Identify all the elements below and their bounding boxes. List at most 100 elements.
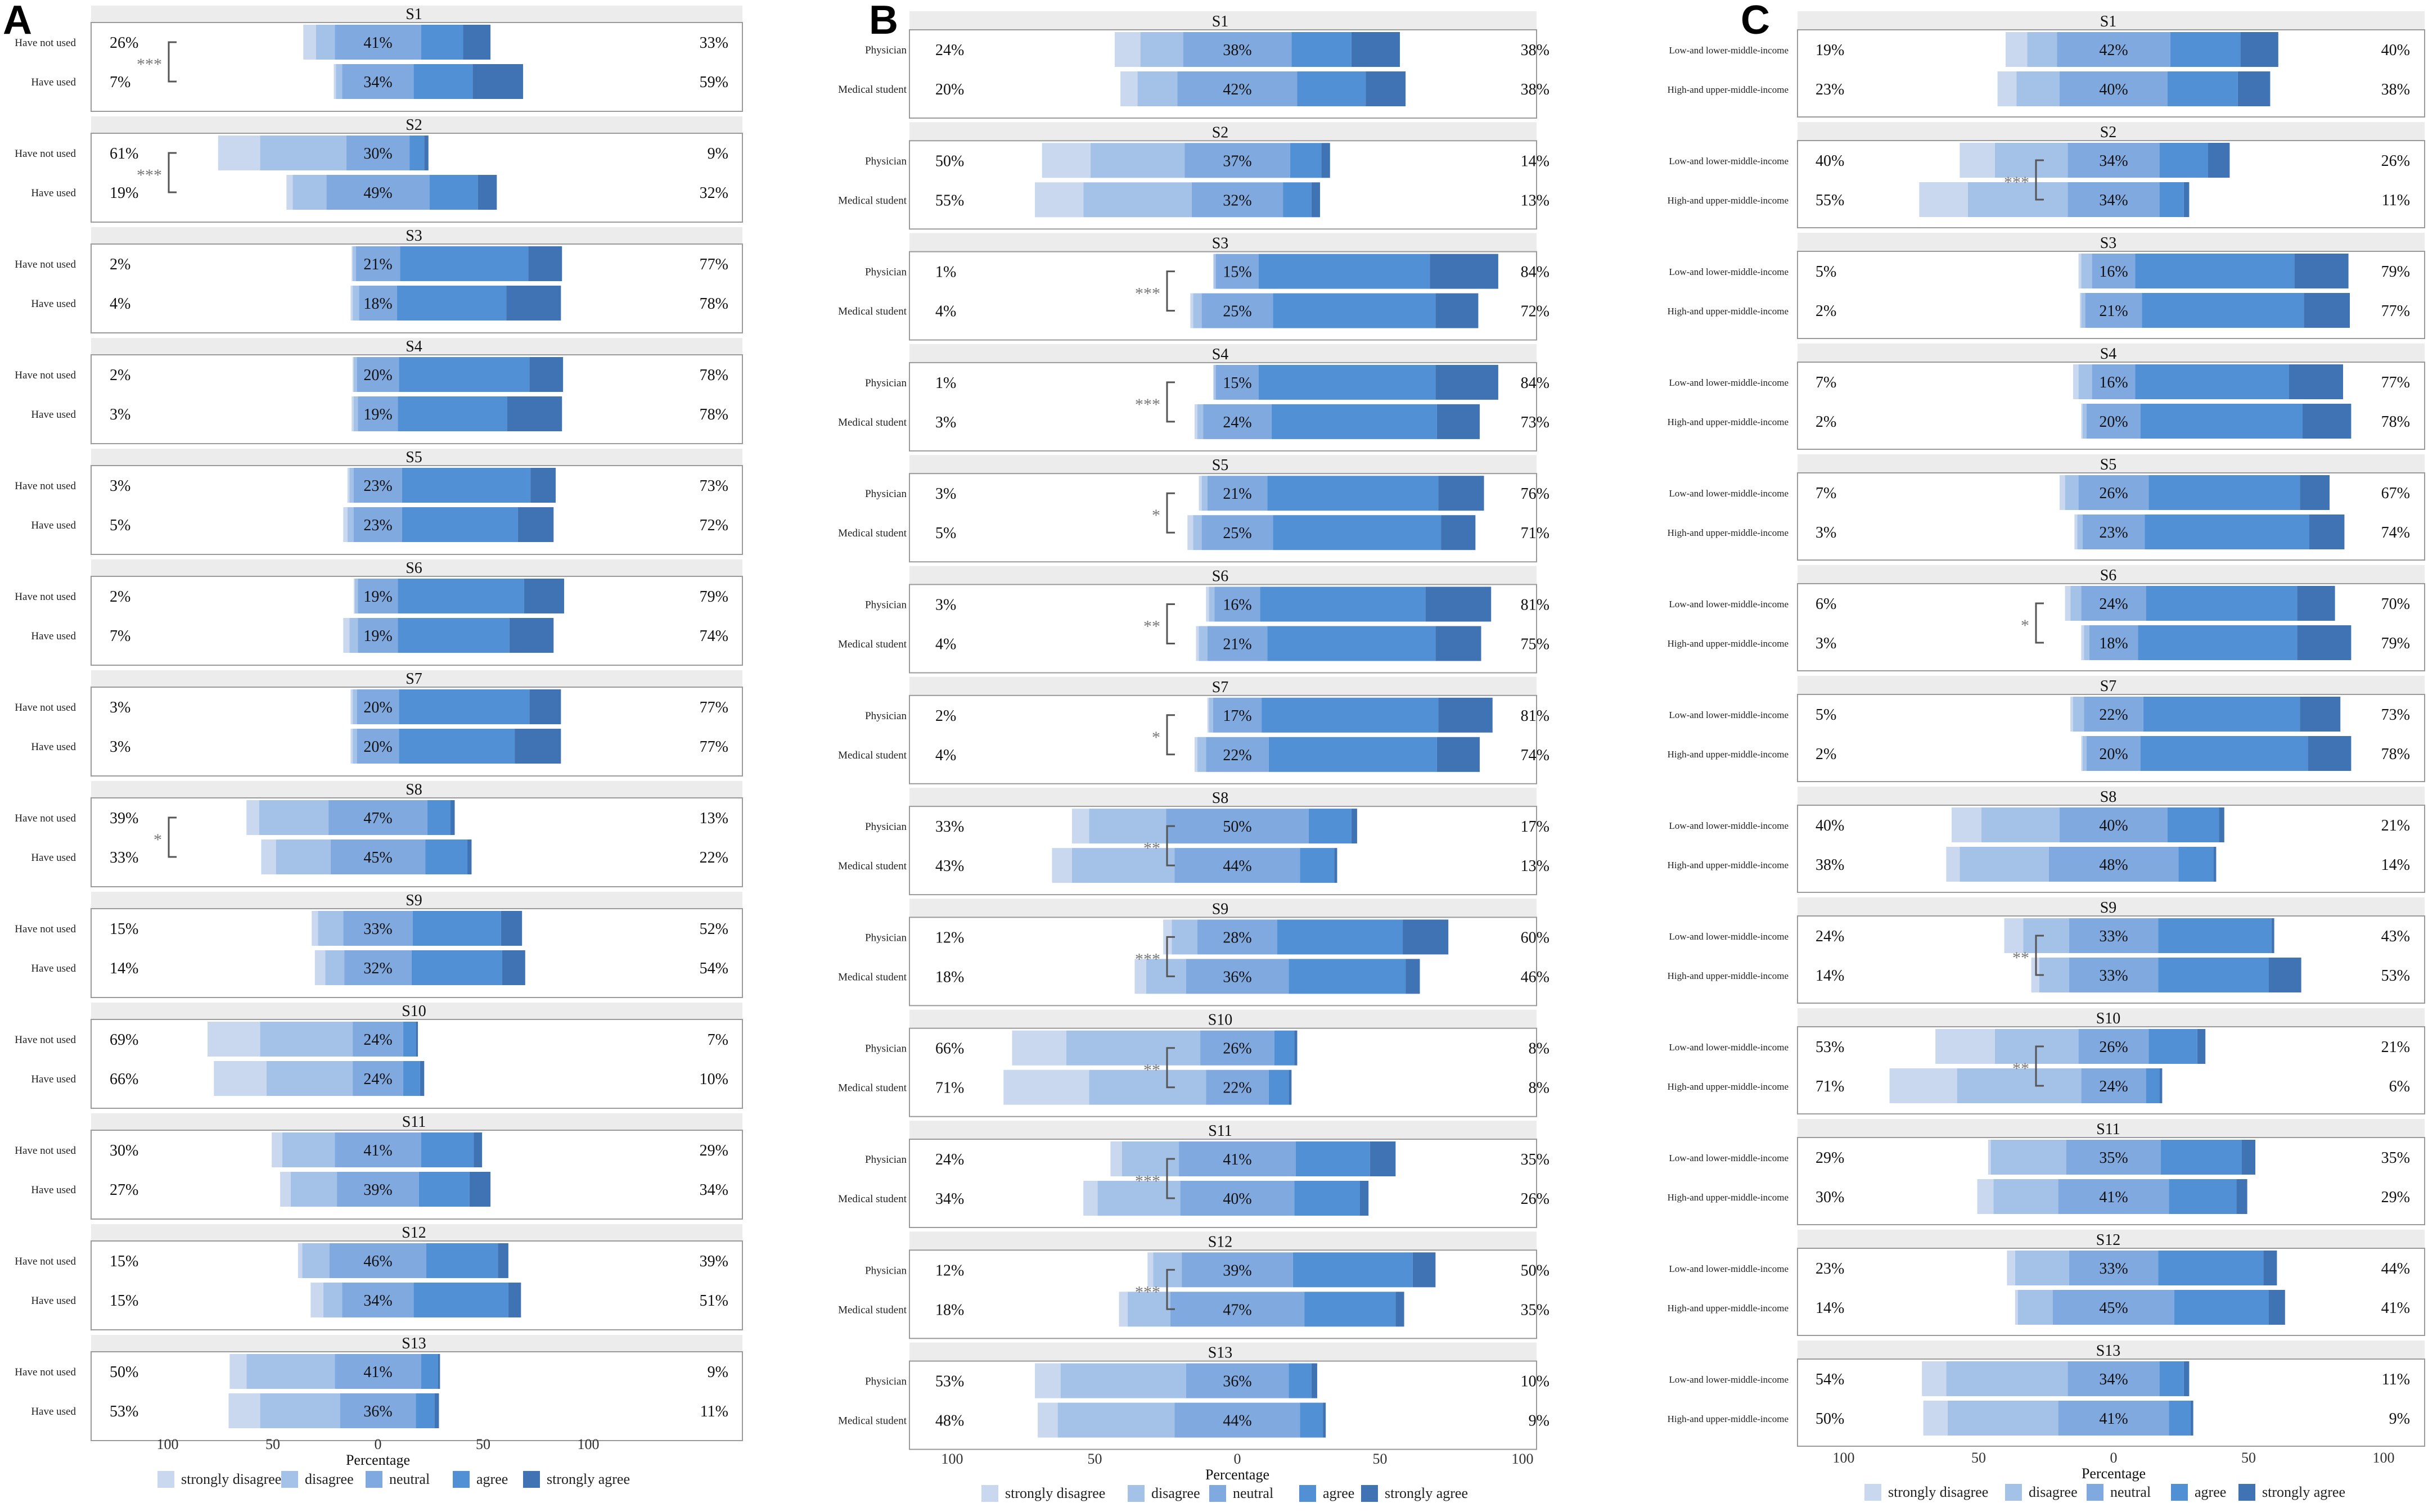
bar-strongly-disagree	[1199, 476, 1202, 511]
neutral-percent: 39%	[363, 1181, 392, 1199]
bar-disagree	[1083, 182, 1192, 218]
pos-percent: 10%	[1521, 1373, 1549, 1391]
neutral-percent: 39%	[1223, 1262, 1251, 1279]
bar-neutral	[2092, 364, 2136, 399]
neutral-percent: 36%	[1223, 968, 1251, 986]
neutral-percent: 45%	[2099, 1299, 2128, 1317]
neg-percent: 3%	[110, 477, 130, 495]
group-label: Low-and lower-middle-income	[1669, 820, 1789, 831]
significance-bracket	[1166, 1158, 1175, 1199]
bar-agree	[1267, 476, 1439, 511]
bar-neutral	[1206, 1069, 1269, 1105]
neutral-percent: 32%	[363, 960, 392, 977]
pos-percent: 14%	[2381, 856, 2410, 874]
legend-swatch	[981, 1485, 998, 1502]
statement-header	[91, 1113, 742, 1130]
bar-strongly-disagree	[1035, 182, 1084, 218]
bar-strongly-agree	[1334, 848, 1337, 883]
bar-agree	[398, 396, 508, 431]
bar-agree	[402, 468, 531, 503]
bar-neutral	[358, 579, 398, 613]
pos-percent: 40%	[2381, 42, 2410, 59]
pos-percent: 60%	[1521, 929, 1549, 946]
bar-agree	[403, 1061, 420, 1096]
bar-neutral	[2053, 1290, 2174, 1325]
neg-percent: 2%	[1816, 413, 1836, 431]
bar-strongly-disagree	[1071, 809, 1089, 844]
bar-strongly-agree	[2236, 1179, 2247, 1214]
bar-neutral	[359, 286, 397, 321]
bar-strongly-agree	[529, 689, 561, 724]
neg-percent: 33%	[110, 849, 138, 866]
neg-percent: 2%	[935, 707, 956, 725]
group-label: Have used	[31, 409, 76, 421]
neutral-percent: 47%	[1223, 1301, 1251, 1319]
significance-stars: *	[1152, 506, 1160, 525]
neutral-percent: 36%	[363, 1403, 392, 1420]
bar-agree	[2135, 254, 2295, 288]
neg-percent: 24%	[1816, 928, 1844, 945]
group-label: Have not used	[15, 1034, 76, 1046]
bar-agree	[429, 175, 478, 210]
legend-swatch	[2087, 1484, 2103, 1501]
bar-strongly-disagree	[353, 579, 355, 613]
bar-strongly-agree	[515, 729, 561, 764]
bar-agree	[421, 1132, 474, 1167]
legend-label: disagree	[2029, 1484, 2078, 1500]
statement-header	[1798, 787, 2425, 805]
significance-stars: **	[2012, 1059, 2029, 1078]
group-label: Medical student	[838, 860, 907, 872]
bar-strongly-agree	[1323, 1402, 1326, 1438]
legend-label: strongly disagree	[1005, 1485, 1105, 1501]
legend-label: strongly disagree	[1888, 1484, 1988, 1500]
bar-strongly-disagree	[350, 689, 353, 724]
pos-percent: 67%	[2381, 485, 2410, 502]
neutral-percent: 21%	[1223, 485, 1251, 503]
statement-header	[91, 1335, 742, 1352]
significance-stars: *	[154, 831, 162, 849]
statement-label: S5	[2100, 456, 2117, 473]
statement-label: S4	[1212, 346, 1229, 363]
statement-label: S9	[406, 892, 422, 909]
bar-agree	[2142, 293, 2304, 328]
significance-bracket	[1166, 714, 1175, 756]
neg-percent: 3%	[1816, 635, 1836, 652]
pos-percent: 76%	[1521, 485, 1549, 503]
bar-neutral	[2078, 475, 2149, 510]
bar-disagree	[2023, 918, 2069, 953]
bar-disagree	[2016, 71, 2060, 106]
bar-strongly-disagree	[1038, 1402, 1058, 1438]
bar-agree	[398, 579, 524, 613]
bar-disagree	[2015, 1251, 2069, 1285]
neg-percent: 29%	[1816, 1149, 1844, 1167]
statement-label: S1	[2100, 13, 2117, 30]
bar-disagree	[353, 689, 357, 724]
pos-percent: 79%	[2381, 263, 2410, 281]
bar-strongly-disagree	[1959, 143, 1995, 178]
pos-percent: 73%	[2381, 706, 2410, 724]
bar-strongly-disagree	[303, 25, 316, 60]
group-label: Physician	[865, 599, 907, 611]
bar-neutral	[2069, 918, 2159, 953]
bar-strongly-agree	[1351, 32, 1400, 67]
neutral-percent: 23%	[363, 517, 392, 534]
statement-label: S6	[406, 559, 422, 577]
pos-percent: 9%	[2389, 1410, 2410, 1428]
legend-swatch	[1361, 1485, 1378, 1502]
group-label: Physician	[865, 932, 907, 944]
statement-label: S8	[406, 781, 422, 798]
neutral-percent: 20%	[2099, 746, 2128, 763]
statement-header	[909, 788, 1537, 807]
bar-strongly-agree	[1430, 254, 1498, 289]
group-label: Medical student	[838, 1304, 907, 1316]
bar-strongly-agree	[474, 1132, 483, 1167]
bar-strongly-agree	[2159, 1068, 2163, 1103]
bar-neutral	[1186, 1363, 1289, 1398]
bar-neutral	[353, 1022, 403, 1057]
bar-agree	[2170, 32, 2241, 67]
bar-strongly-disagree	[2073, 364, 2079, 399]
bar-strongly-disagree	[1935, 1029, 1995, 1064]
legend-swatch	[281, 1471, 298, 1488]
bar-disagree	[1994, 143, 2068, 178]
statement-label: S13	[402, 1335, 426, 1352]
